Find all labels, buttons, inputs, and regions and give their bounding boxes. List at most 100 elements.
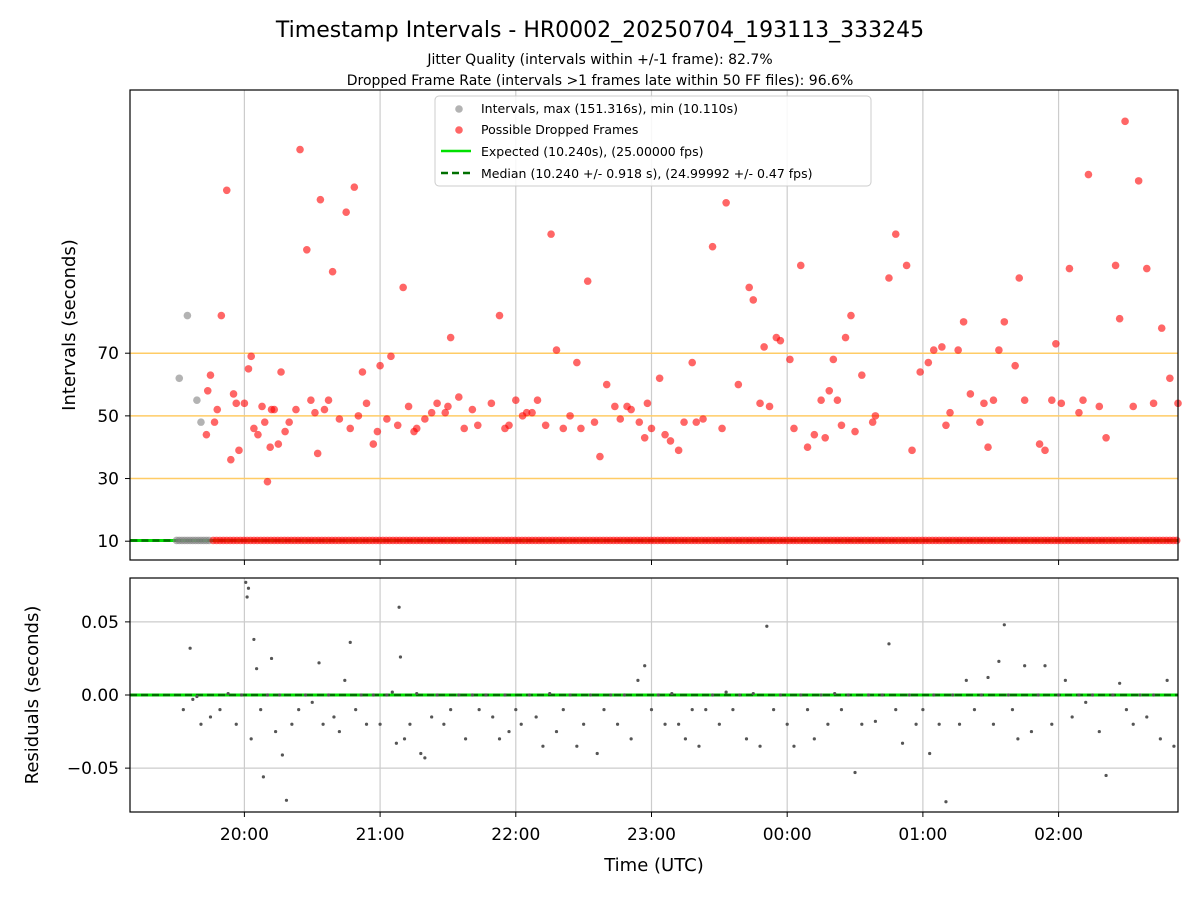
dropped-frame-point bbox=[821, 434, 829, 442]
dropped-frame-point bbox=[350, 183, 359, 191]
dropped-frame-point bbox=[916, 368, 924, 376]
dropped-frame-point bbox=[868, 418, 877, 426]
residual-point bbox=[951, 693, 955, 697]
dropped-frame-point bbox=[217, 311, 226, 320]
residual-point bbox=[643, 664, 647, 668]
dropped-frame-point bbox=[292, 405, 300, 414]
residual-point bbox=[1131, 722, 1135, 726]
intervals-plot-frame bbox=[129, 89, 1179, 561]
residual-point bbox=[423, 756, 427, 760]
residual-point bbox=[234, 722, 238, 726]
dropped-frame-point bbox=[412, 424, 421, 433]
residual-point bbox=[1145, 715, 1149, 719]
dropped-frame-point bbox=[258, 402, 266, 411]
residual-point bbox=[575, 744, 579, 748]
residual-point bbox=[554, 729, 559, 734]
dropped-frame-point bbox=[885, 274, 893, 282]
dropped-frame-point bbox=[829, 355, 838, 364]
dropped-frame-point bbox=[699, 415, 707, 423]
residual-point bbox=[394, 741, 398, 745]
dropped-frame-point bbox=[1111, 261, 1120, 270]
residual-point bbox=[484, 693, 488, 697]
dropped-frame-point bbox=[203, 387, 212, 395]
residual-point bbox=[867, 693, 871, 697]
dropped-frame-point bbox=[335, 415, 344, 423]
residual-point bbox=[765, 624, 769, 628]
residual-point bbox=[1138, 693, 1142, 697]
dropped-frame-point bbox=[583, 277, 592, 285]
x-tick-label: 20:00 bbox=[220, 825, 269, 845]
residual-point bbox=[261, 775, 265, 779]
legend-label-dropped: Possible Dropped Frames bbox=[481, 122, 638, 137]
legend-label-expected: Expected (10.240s), (25.00000 fps) bbox=[481, 144, 703, 159]
dropped-frame-point bbox=[362, 399, 371, 408]
residual-point bbox=[503, 693, 507, 697]
dropped-frame-point bbox=[307, 396, 315, 405]
residual-point bbox=[772, 708, 776, 712]
dropped-frame-point bbox=[817, 396, 825, 405]
dropped-frame-point bbox=[954, 346, 962, 354]
dropped-frame-point bbox=[776, 336, 785, 345]
dropped-frame-point bbox=[270, 405, 279, 414]
residual-point bbox=[986, 675, 990, 680]
dropped-frame-point bbox=[266, 443, 274, 452]
intervals-panel: 10 30 50 70 Intervals (seconds) Intervals, … bbox=[59, 89, 1182, 565]
residual-point bbox=[1056, 693, 1061, 697]
residual-point bbox=[839, 708, 844, 712]
residual-point bbox=[778, 693, 783, 697]
residual-points bbox=[181, 580, 1176, 804]
residual-point bbox=[738, 693, 742, 697]
residual-point bbox=[449, 708, 453, 712]
dropped-frame-point bbox=[373, 427, 382, 436]
residual-point bbox=[278, 693, 282, 697]
residual-point bbox=[697, 744, 701, 748]
residual-point bbox=[595, 751, 599, 756]
residual-point bbox=[402, 737, 407, 741]
residual-point bbox=[826, 722, 830, 726]
residual-point bbox=[1165, 678, 1169, 682]
dropped-frame-point bbox=[1149, 399, 1158, 408]
residuals-panel: 0.05 0.00 −0.05 20:00 21:00 22:00 23:00 00:00 0… bbox=[22, 577, 1179, 876]
residuals-y-tick-label: −0.05 bbox=[67, 759, 119, 779]
legend-box bbox=[434, 95, 872, 187]
dropped-frame-point bbox=[473, 421, 482, 430]
x-axis-label: Time (UTC) bbox=[603, 855, 704, 876]
dropped-frame-point bbox=[229, 390, 238, 398]
residual-point bbox=[1158, 737, 1162, 741]
dropped-frame-point bbox=[1035, 440, 1044, 448]
dropped-frame-point bbox=[765, 402, 774, 411]
dropped-frame-point bbox=[281, 427, 289, 436]
residual-point bbox=[914, 722, 918, 726]
intervals-x-ticks bbox=[243, 560, 1060, 565]
residual-point bbox=[785, 722, 789, 726]
residual-point bbox=[252, 637, 256, 642]
residual-point bbox=[199, 722, 203, 726]
dropped-frame-point bbox=[446, 333, 455, 342]
dropped-frame-point bbox=[942, 421, 950, 430]
residual-point bbox=[894, 708, 898, 712]
dropped-frame-point bbox=[688, 358, 696, 367]
dropped-frame-point bbox=[468, 405, 477, 414]
dropped-frame-point bbox=[722, 199, 730, 207]
dropped-frame-point bbox=[274, 440, 283, 448]
residual-point bbox=[303, 693, 308, 697]
residual-point bbox=[477, 708, 481, 712]
dropped-frame-point bbox=[240, 399, 249, 408]
residual-point bbox=[343, 678, 347, 682]
dropped-frame-point bbox=[427, 408, 436, 417]
residual-point bbox=[259, 708, 263, 712]
dropped-frame-point bbox=[1041, 446, 1049, 455]
residual-point bbox=[928, 751, 932, 756]
residual-point bbox=[1016, 737, 1020, 741]
dropped-frame-point bbox=[487, 399, 496, 408]
dropped-frame-point bbox=[902, 261, 911, 270]
residual-point bbox=[354, 708, 358, 712]
residual-point bbox=[430, 715, 434, 719]
dropped-frame-point bbox=[376, 361, 384, 370]
residual-point bbox=[1050, 722, 1054, 726]
dropped-frame-point bbox=[1065, 264, 1074, 273]
chart-title: Timestamp Intervals - HR0002_20250704_19… bbox=[275, 18, 924, 43]
residual-point bbox=[1002, 623, 1006, 627]
residual-point bbox=[944, 800, 948, 804]
dropped-frame-point bbox=[1157, 324, 1166, 332]
